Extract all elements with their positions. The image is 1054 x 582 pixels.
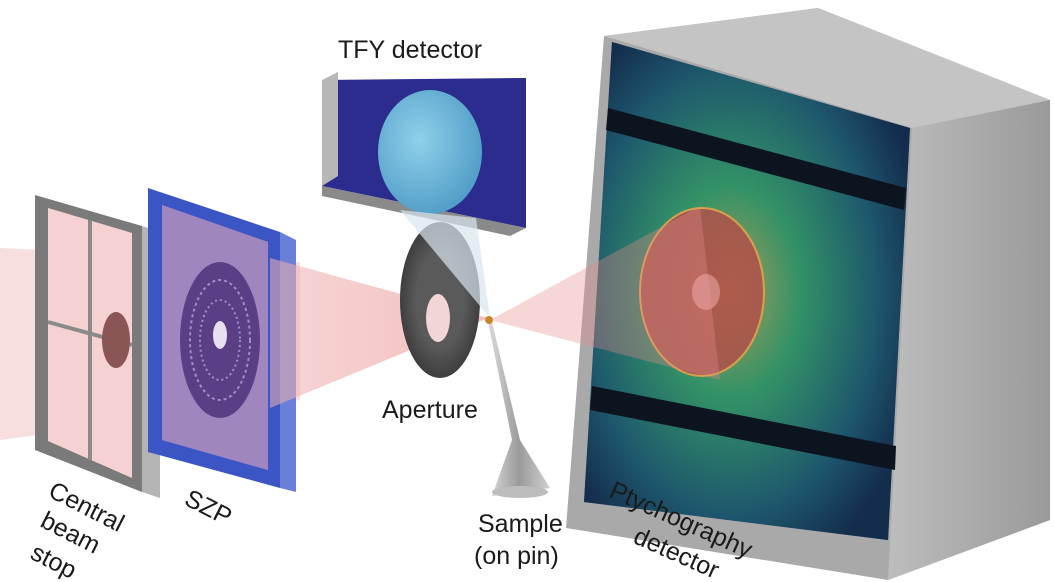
detector-gap-top [606, 108, 906, 210]
detector-gap-bottom [590, 386, 896, 470]
central-beam-stop [35, 195, 160, 498]
tfy-fluorescence-cone [400, 210, 490, 318]
sample-label-line1: Sample [478, 510, 563, 538]
tfy-detector-label: TFY detector [338, 36, 483, 64]
focusing-beam [270, 258, 488, 408]
tfy-sensor-circle [378, 90, 482, 214]
sample-label-line2: (on pin) [474, 542, 559, 570]
tfy-detector [322, 72, 526, 236]
sample-dot [485, 316, 493, 324]
diverging-beam [490, 206, 720, 380]
sample-pin [485, 316, 550, 498]
aperture-label: Aperture [382, 396, 478, 424]
ptychography-detector [566, 8, 1050, 580]
beam-stop-disc [102, 312, 130, 368]
